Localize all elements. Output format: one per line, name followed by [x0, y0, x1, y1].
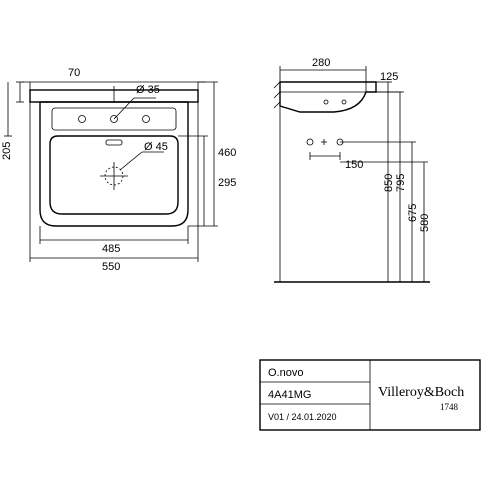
dim-850: 850	[383, 174, 395, 192]
dim-d45: Ø 45	[144, 141, 168, 153]
product-name: O.novo	[268, 367, 303, 379]
front-view-labels: 70 205 Ø 35 Ø 45 485 550 460 295	[1, 67, 236, 273]
dim-70: 70	[68, 67, 80, 79]
front-view	[4, 82, 218, 262]
dim-295: 295	[218, 177, 236, 189]
drawing-svg: 70 205 Ø 35 Ø 45 485 550 460 295 280 125…	[0, 0, 500, 500]
side-view-labels: 280 125 150 850 795 675 580	[312, 57, 431, 232]
title-block-text: O.novo 4A41MG V01 / 24.01.2020 Villeroy&…	[268, 367, 464, 422]
dim-d35: Ø 35	[136, 84, 160, 96]
dim-125: 125	[380, 71, 398, 83]
brand-logo: Villeroy&Boch	[378, 385, 464, 400]
dim-150: 150	[345, 159, 363, 171]
dim-675: 675	[407, 204, 419, 222]
brand-year: 1748	[440, 402, 459, 412]
dim-280: 280	[312, 57, 330, 69]
dim-795: 795	[395, 174, 407, 192]
dim-550: 550	[102, 261, 120, 273]
dim-485: 485	[102, 243, 120, 255]
revision-date: V01 / 24.01.2020	[268, 412, 337, 422]
technical-drawing: 70 205 Ø 35 Ø 45 485 550 460 295 280 125…	[0, 0, 500, 500]
dim-460: 460	[218, 147, 236, 159]
dim-580: 580	[419, 214, 431, 232]
dim-205: 205	[1, 142, 13, 160]
product-code: 4A41MG	[268, 389, 311, 401]
